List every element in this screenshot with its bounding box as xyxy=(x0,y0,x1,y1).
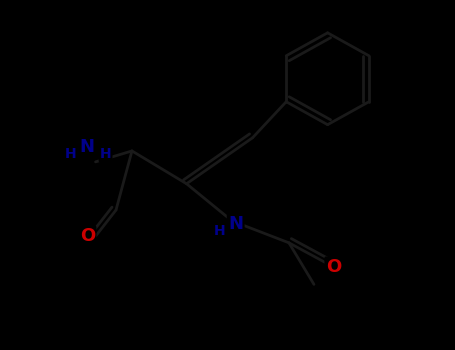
Text: H: H xyxy=(213,224,225,238)
Text: H: H xyxy=(65,147,76,161)
Text: N: N xyxy=(228,216,243,233)
Text: H: H xyxy=(100,147,111,161)
Text: N: N xyxy=(80,138,95,155)
Text: O: O xyxy=(326,258,341,276)
Text: O: O xyxy=(80,227,95,245)
